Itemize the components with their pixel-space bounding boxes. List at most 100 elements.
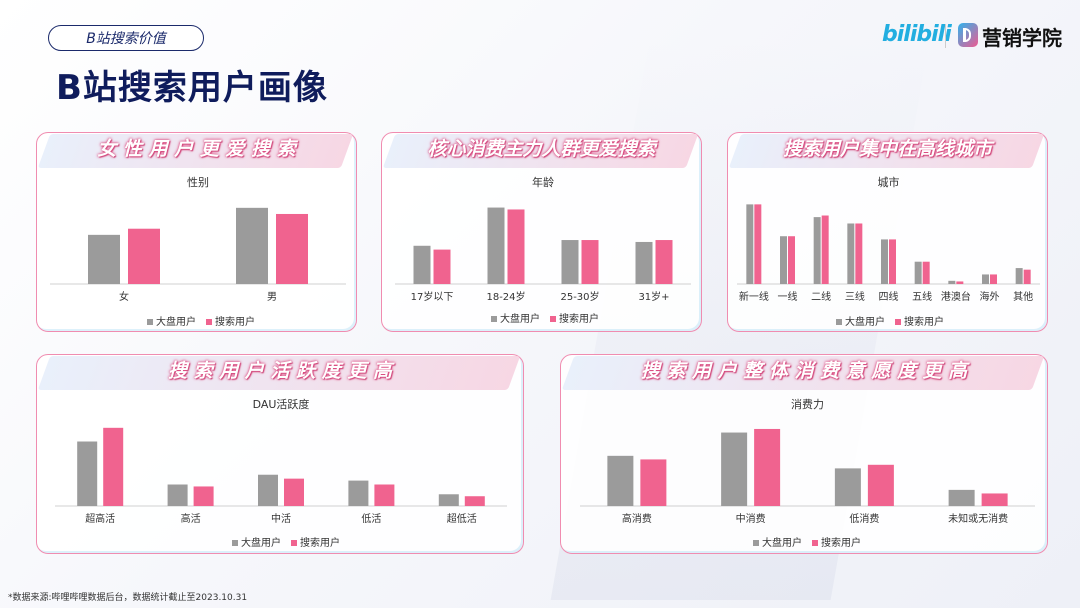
legend-item: 搜索用户: [812, 534, 861, 549]
bar-search-users: [981, 493, 1008, 506]
bar-all-users: [561, 240, 579, 284]
legend-label-b: 搜索用户: [215, 317, 255, 328]
legend-label-a: 大盘用户: [156, 317, 196, 328]
x-tick-label: 中消费: [736, 512, 766, 525]
chart-age: 年龄 17岁以下 18-24岁 25-30岁 31岁+: [395, 175, 691, 303]
x-tick-label: 新一线: [739, 290, 769, 303]
chart-title: 性别: [187, 175, 209, 189]
legend-age: 大盘用户 搜索用户: [491, 310, 599, 325]
marketing-academy-logo-text: 营销学院: [982, 26, 1062, 50]
bar-all-users: [167, 484, 188, 506]
bar-search-users: [956, 281, 964, 284]
bar-search-users: [374, 484, 395, 506]
legend-item: 大盘用户: [491, 310, 540, 325]
bar-search-users: [193, 486, 214, 506]
bar-all-users: [746, 204, 754, 284]
marketing-academy-logo-icon: [958, 23, 978, 47]
bar-search-users: [276, 213, 308, 284]
bar-all-users: [77, 441, 98, 506]
x-tick-label: 中活: [271, 512, 291, 525]
x-tick-label: 港澳台: [941, 290, 971, 303]
logo-divider: [945, 24, 946, 48]
bar-all-users: [487, 207, 505, 284]
bar-search-users: [433, 249, 451, 284]
bar-all-users: [948, 280, 956, 284]
footnote: *数据来源:哔哩哔哩数据后台，数据统计截止至2023.10.31: [8, 593, 248, 603]
bar-all-users: [413, 245, 431, 284]
legend-dau: 大盘用户 搜索用户: [232, 534, 340, 549]
bar-all-users: [982, 274, 989, 284]
legend-item: 大盘用户: [147, 313, 196, 328]
legend-item: 搜索用户: [550, 310, 599, 325]
x-tick-label: 18-24岁: [486, 290, 525, 303]
x-tick-label: 超高活: [85, 512, 115, 525]
banner-text: 核心消费主力人群更爱搜索: [427, 138, 656, 160]
x-tick-label: 25-30岁: [560, 290, 599, 303]
legend-label-a: 大盘用户: [500, 314, 540, 325]
banner-age: 核心消费主力人群更爱搜索: [381, 132, 702, 168]
x-tick-label: 海外: [980, 290, 1000, 303]
x-tick-label: 二线: [811, 290, 831, 303]
bar-all-users: [813, 217, 821, 284]
legend-item: 搜索用户: [895, 313, 944, 328]
legend-label-a: 大盘用户: [241, 538, 281, 549]
legend-item: 搜索用户: [291, 534, 340, 549]
bar-all-users: [914, 261, 922, 284]
x-tick-label: 低活: [361, 512, 381, 525]
legend-city: 大盘用户 搜索用户: [836, 313, 944, 328]
bar-all-users: [438, 494, 459, 506]
bar-search-users: [284, 478, 304, 506]
banner-text: 搜 索 用 户 整 体 消 费 意 愿 度 更 高: [640, 360, 968, 382]
banner-dau: 搜 索 用 户 活 跃 度 更 高: [36, 354, 524, 390]
chart-title: DAU活跃度: [253, 397, 310, 411]
x-tick-label: 其他: [1013, 290, 1033, 303]
x-tick-label: 三线: [845, 290, 865, 303]
legend-gender: 大盘用户 搜索用户: [147, 313, 255, 328]
legend-label-b: 搜索用户: [904, 317, 944, 328]
x-tick-label: 四线: [879, 290, 899, 303]
page-title: B站搜索用户画像: [56, 68, 328, 108]
x-tick-label: 高消费: [622, 512, 652, 525]
chart-title: 城市: [878, 175, 900, 189]
bar-all-users: [881, 239, 888, 284]
bar-search-users: [464, 496, 485, 506]
bar-search-users: [507, 209, 525, 284]
bar-all-users: [834, 468, 861, 506]
banner-text: 搜 索 用 户 活 跃 度 更 高: [168, 360, 392, 382]
bar-all-users: [236, 207, 268, 284]
x-tick-label: 超低活: [447, 512, 477, 525]
bar-all-users: [1015, 268, 1023, 284]
chart-title: 消费力: [791, 397, 824, 411]
bar-search-users: [754, 204, 762, 284]
x-tick-label: 女: [119, 290, 129, 303]
bar-all-users: [88, 234, 120, 284]
chart-gender: 性别女 男: [50, 175, 346, 303]
bar-search-users: [754, 428, 781, 506]
bar-search-users: [581, 240, 599, 284]
bar-search-users: [788, 236, 795, 284]
legend-label-b: 搜索用户: [821, 538, 861, 549]
legend-item: 大盘用户: [753, 534, 802, 549]
bilibili-logo: bilibili: [882, 22, 952, 47]
bar-all-users: [607, 455, 634, 506]
x-tick-label: 31岁+: [638, 290, 669, 303]
banner-gender: 女 性 用 户 更 爱 搜 索: [36, 132, 357, 168]
legend-item: 搜索用户: [206, 313, 255, 328]
bar-all-users: [847, 223, 855, 284]
bar-search-users: [821, 215, 829, 284]
bar-all-users: [780, 236, 787, 284]
bar-all-users: [948, 489, 975, 506]
bar-search-users: [889, 239, 896, 284]
bar-search-users: [640, 459, 667, 506]
legend-item: 大盘用户: [232, 534, 281, 549]
bar-search-users: [1023, 269, 1031, 284]
legend-label-b: 搜索用户: [559, 314, 599, 325]
banner-city: 搜索用户集中在高线城市: [727, 132, 1048, 168]
bar-search-users: [867, 464, 894, 506]
legend-item: 大盘用户: [836, 313, 885, 328]
x-tick-label: 男: [267, 291, 277, 303]
legend-label-b: 搜索用户: [300, 538, 340, 549]
